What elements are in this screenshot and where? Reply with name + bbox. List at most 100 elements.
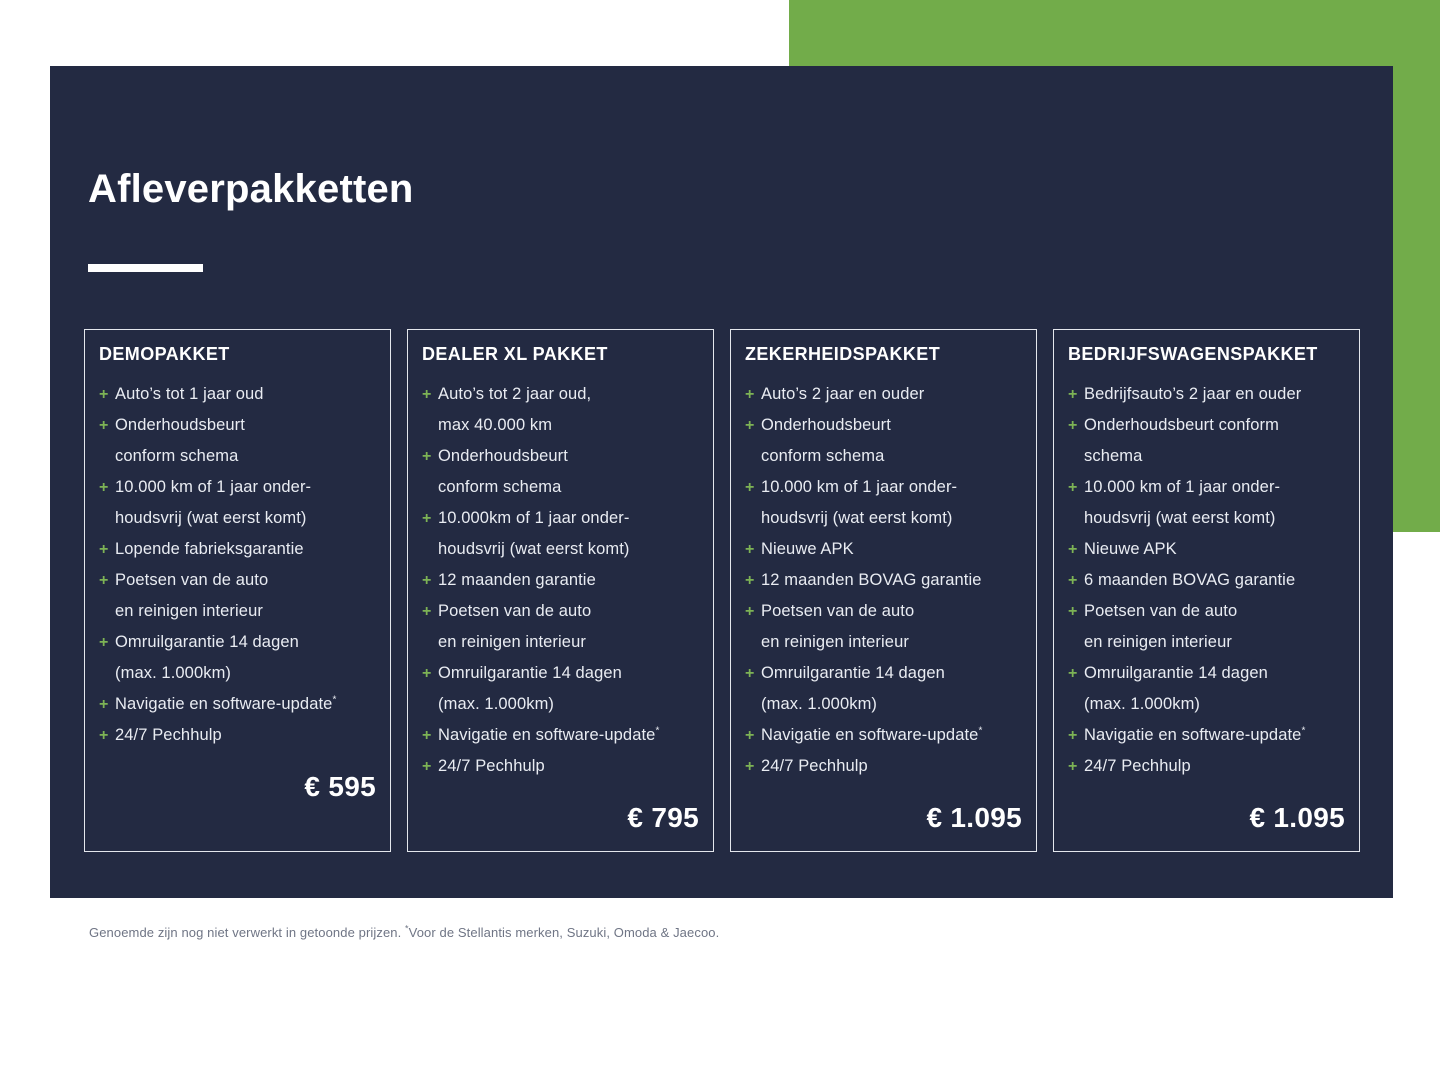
feature-item: + Onderhoudsbeurt conform schema (422, 441, 699, 503)
package-price: € 795 (627, 802, 699, 833)
feature-line: conform schema (115, 447, 239, 465)
feature-line: en reinigen interieur (115, 602, 263, 620)
feature-item: + Omruilgarantie 14 dagen (max. 1.000km) (745, 658, 1022, 720)
feature-line: Poetsen van de auto (438, 602, 592, 620)
feature-item: + Omruilgarantie 14 dagen (max. 1.000km) (1068, 658, 1345, 720)
plus-icon: + (99, 572, 109, 589)
feature-item: + Onderhoudsbeurt conform schema (745, 410, 1022, 472)
feature-line: schema (1084, 447, 1143, 465)
package-card: DEALER XL PAKKET + Auto’s tot 2 jaar oud, m… (407, 329, 714, 852)
feature-line: Navigatie en software-update* (761, 725, 983, 744)
plus-icon: + (99, 727, 109, 744)
feature-line: (max. 1.000km) (115, 664, 232, 682)
feature-item: + Lopende fabrieksgarantie (99, 534, 376, 565)
feature-item: + Poetsen van de auto en reinigen interieu… (1068, 596, 1345, 658)
package-title: BEDRIJFSWAGENSPAKKET (1068, 344, 1318, 364)
footnote-marker: * (332, 694, 337, 706)
feature-list: + Bedrijfsauto’s 2 jaar en ouder + Onderhou… (1068, 379, 1345, 782)
feature-line: en reinigen interieur (438, 633, 586, 651)
feature-item: + Omruilgarantie 14 dagen (max. 1.000km) (99, 627, 376, 689)
feature-line: max 40.000 km (438, 416, 553, 434)
feature-line: Navigatie en software-update* (115, 694, 337, 713)
plus-icon: + (99, 386, 109, 403)
feature-item: + Poetsen van de auto en reinigen interieu… (745, 596, 1022, 658)
cards-row: DEMOPAKKET + Auto’s tot 1 jaar oud + Onderho… (84, 329, 1360, 852)
feature-line: en reinigen interieur (1084, 633, 1232, 651)
feature-line: Onderhoudsbeurt (761, 416, 891, 434)
feature-line: 10.000 km of 1 jaar onder- (761, 478, 958, 496)
plus-icon: + (1068, 479, 1078, 496)
plus-icon: + (422, 727, 432, 744)
plus-icon: + (745, 758, 755, 775)
package-card: DEMOPAKKET + Auto’s tot 1 jaar oud + Onderho… (84, 329, 391, 852)
plus-icon: + (422, 510, 432, 527)
plus-icon: + (99, 479, 109, 496)
feature-line: Onderhoudsbeurt (115, 416, 245, 434)
feature-line: 12 maanden garantie (438, 571, 596, 589)
plus-icon: + (99, 541, 109, 558)
feature-line: en reinigen interieur (761, 633, 909, 651)
feature-line: Onderhoudsbeurt conform (1084, 416, 1279, 434)
feature-item: +10.000 km of 1 jaar onder-houdsvrij (wa… (99, 472, 376, 534)
package-price: € 595 (304, 771, 376, 802)
feature-line: Omruilgarantie 14 dagen (761, 664, 945, 682)
package-price: € 1.095 (926, 802, 1022, 833)
feature-item: + Navigatie en software-update* (745, 720, 1022, 751)
feature-line: 24/7 Pechhulp (761, 757, 868, 775)
packages-panel: Afleverpakketten DEMOPAKKET + Auto’s tot 1… (50, 66, 1393, 898)
plus-icon: + (745, 417, 755, 434)
plus-icon: + (1068, 665, 1078, 682)
plus-icon: + (1068, 603, 1078, 620)
feature-line: conform schema (438, 478, 562, 496)
footnote: Genoemde zijn nog niet verwerkt in getoo… (89, 924, 719, 942)
plus-icon: + (99, 417, 109, 434)
feature-item: +24/7 Pechhulp (99, 720, 376, 751)
footnote-marker: * (978, 725, 983, 737)
feature-line: houdsvrij (wat eerst komt) (438, 540, 630, 558)
package-title: DEALER XL PAKKET (422, 344, 608, 364)
feature-line: Auto’s tot 2 jaar oud, (438, 385, 592, 403)
footnote-text-suffix: Voor de Stellantis merken, Suzuki, Omoda… (408, 925, 720, 940)
feature-line: 24/7 Pechhulp (115, 726, 222, 744)
plus-icon: + (1068, 727, 1078, 744)
package-title: DEMOPAKKET (99, 344, 230, 364)
plus-icon: + (1068, 386, 1078, 403)
feature-item: +24/7 Pechhulp (422, 751, 699, 782)
feature-item: + Onderhoudsbeurt conform schema (99, 410, 376, 472)
feature-item: +12 maanden garantie (422, 565, 699, 596)
feature-line: Poetsen van de auto (761, 602, 915, 620)
feature-line: Nieuwe APK (1084, 540, 1177, 558)
plus-icon: + (422, 665, 432, 682)
page-title: Afleverpakketten (88, 167, 414, 211)
plus-icon: + (99, 634, 109, 651)
feature-line: Navigatie en software-update* (438, 725, 660, 744)
plus-icon: + (422, 758, 432, 775)
plus-icon: + (1068, 417, 1078, 434)
feature-item: + Poetsen van de auto en reinigen interieu… (422, 596, 699, 658)
feature-line: Omruilgarantie 14 dagen (1084, 664, 1268, 682)
plus-icon: + (745, 386, 755, 403)
plus-icon: + (422, 386, 432, 403)
footnote-marker: * (1301, 725, 1306, 737)
feature-list: + Auto’s tot 1 jaar oud + Onderhoudsbeurt co… (99, 379, 376, 751)
feature-item: + Poetsen van de auto en reinigen interieu… (99, 565, 376, 627)
plus-icon: + (745, 665, 755, 682)
feature-item: + Navigatie en software-update* (1068, 720, 1345, 751)
plus-icon: + (422, 603, 432, 620)
plus-icon: + (745, 479, 755, 496)
feature-line: Navigatie en software-update* (1084, 725, 1306, 744)
title-underline (88, 264, 203, 272)
feature-line: 10.000 km of 1 jaar onder- (1084, 478, 1281, 496)
feature-line: 6 maanden BOVAG garantie (1084, 571, 1296, 589)
feature-line: 12 maanden BOVAG garantie (761, 571, 982, 589)
plus-icon: + (1068, 572, 1078, 589)
feature-line: 24/7 Pechhulp (1084, 757, 1191, 775)
feature-item: + Auto’s tot 1 jaar oud (99, 379, 376, 410)
feature-item: + Onderhoudsbeurt conform schema (1068, 410, 1345, 472)
plus-icon: + (1068, 758, 1078, 775)
footnote-text: Genoemde zijn nog niet verwerkt in getoo… (89, 925, 406, 940)
feature-item: +12 maanden BOVAG garantie (745, 565, 1022, 596)
plus-icon: + (99, 696, 109, 713)
feature-line: Bedrijfsauto’s 2 jaar en ouder (1084, 385, 1302, 403)
